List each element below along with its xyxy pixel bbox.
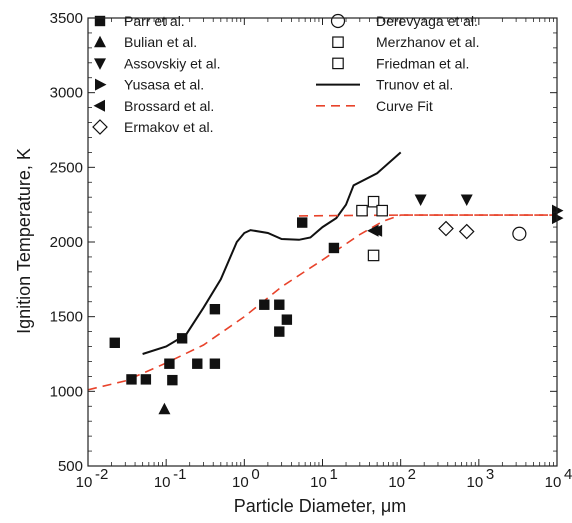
- y-tick-label-2: 1500: [50, 309, 83, 326]
- data-point-s0-p12: [281, 314, 293, 325]
- data-point-s0-p8: [209, 358, 221, 369]
- legend-label-7: Merzhanov et al.: [376, 34, 480, 50]
- legend-label-10: Curve Fit: [376, 98, 433, 114]
- x-tick-label-6: 10: [545, 474, 562, 491]
- legend-label-6: Derevyaga et al.: [376, 13, 478, 29]
- x-tick-exponent-1: -1: [173, 466, 186, 483]
- x-axis-title: Particle Diameter, μm: [234, 496, 406, 516]
- x-tick-exponent-2: 0: [251, 466, 259, 483]
- plot-clipped-group: [88, 151, 557, 391]
- x-tick-exponent-4: 2: [408, 466, 416, 483]
- series-line-10: [88, 214, 557, 391]
- data-point-s7-p2: [367, 249, 380, 262]
- data-point-s0-p0: [109, 337, 120, 348]
- data-point-s0-p13: [297, 217, 308, 228]
- x-tick-label-0: 10: [76, 474, 93, 491]
- data-point-s0-p9: [259, 299, 270, 310]
- data-point-s2-p1: [460, 194, 473, 206]
- y-tick-label-3: 2000: [50, 234, 83, 251]
- legend-marker-0: [94, 15, 106, 27]
- data-point-s0-p11: [274, 326, 285, 337]
- legend-label-1: Bulian et al.: [124, 34, 197, 50]
- data-point-s0-p2: [140, 374, 152, 385]
- legend-label-2: Assovskiy et al.: [124, 55, 220, 71]
- x-tick-exponent-3: 1: [330, 466, 338, 483]
- data-point-s0-p6: [192, 358, 203, 369]
- data-point-s3-p1: [552, 212, 564, 225]
- legend-marker-5: [92, 119, 108, 135]
- legend-marker-1: [94, 35, 106, 48]
- data-point-s7-p1: [367, 195, 380, 208]
- data-point-s4-p1: [370, 224, 383, 237]
- legend-label-3: Yusasa et al.: [124, 77, 204, 93]
- data-point-s0-p4: [167, 374, 178, 386]
- legend-label-9: Trunov et al.: [376, 77, 453, 93]
- y-tick-label-5: 3000: [50, 85, 83, 102]
- legend: Parr et al.Bulian et al.Assovskiy et al.…: [92, 13, 480, 135]
- legend-marker-3: [95, 78, 107, 91]
- y-tick-label-0: 500: [58, 458, 83, 475]
- data-point-s0-p3: [164, 358, 175, 369]
- data-point-s1-p0: [158, 402, 171, 415]
- x-tick-label-5: 10: [466, 474, 483, 491]
- data-point-s6-p0: [512, 226, 527, 241]
- y-axis-title: Ignition Temperature, K: [14, 148, 34, 334]
- series-line-9: [142, 151, 402, 355]
- data-point-s7-p0: [356, 204, 368, 217]
- legend-label-4: Brossard et al.: [124, 98, 214, 114]
- legend-marker-4: [93, 99, 105, 112]
- y-tick-label-1: 1000: [50, 383, 83, 400]
- x-tick-label-2: 10: [232, 474, 249, 491]
- legend-marker-8: [332, 57, 344, 70]
- y-tick-label-6: 3500: [50, 10, 83, 27]
- legend-marker-2: [94, 58, 106, 70]
- x-tick-exponent-5: 3: [486, 466, 494, 483]
- x-tick-label-3: 10: [310, 474, 327, 491]
- data-point-s0-p1: [126, 374, 137, 385]
- legend-marker-6: [330, 13, 346, 29]
- data-point-s8-p0: [376, 204, 388, 217]
- x-tick-exponent-0: -2: [95, 466, 108, 483]
- data-point-s2-p0: [414, 194, 427, 206]
- x-tick-exponent-6: 4: [564, 466, 572, 483]
- legend-marker-7: [332, 36, 344, 48]
- data-point-s0-p7: [209, 304, 221, 315]
- legend-label-5: Ermakov et al.: [124, 119, 213, 135]
- data-point-s0-p10: [274, 299, 285, 310]
- y-tick-label-4: 2500: [50, 159, 83, 176]
- series-line-11: [298, 214, 557, 217]
- x-tick-label-4: 10: [388, 474, 405, 491]
- legend-label-8: Friedman et al.: [376, 55, 469, 71]
- data-point-s0-p5: [176, 333, 188, 344]
- plot-area: [88, 151, 564, 415]
- x-tick-label-1: 10: [154, 474, 171, 491]
- data-point-s5-p0: [438, 220, 454, 237]
- data-point-s0-p14: [328, 242, 340, 254]
- data-point-s5-p1: [458, 223, 475, 240]
